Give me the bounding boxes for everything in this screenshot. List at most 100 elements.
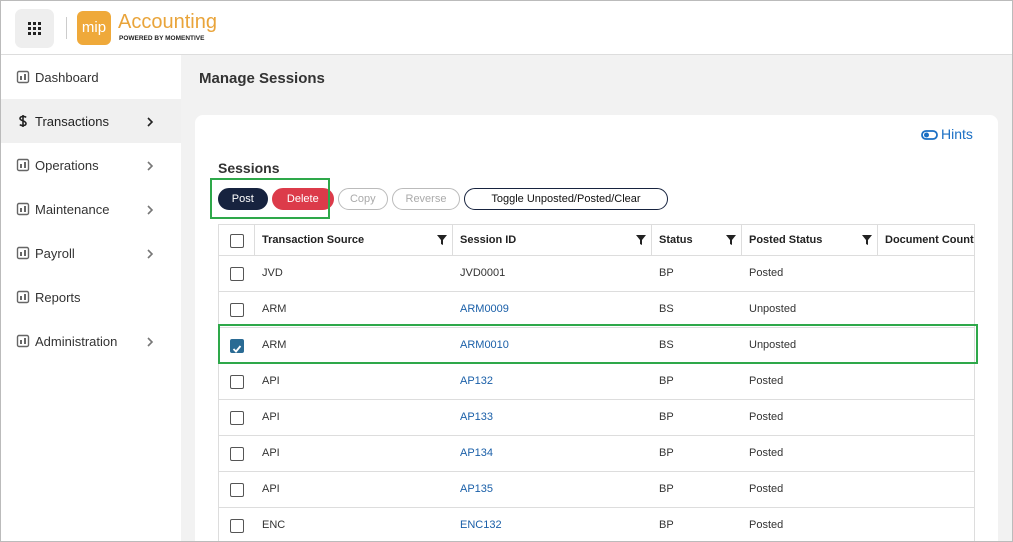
section-title: Sessions xyxy=(218,160,280,176)
session-link[interactable]: AP134 xyxy=(460,447,494,459)
nav-item[interactable]: Operations xyxy=(1,143,181,187)
nav-icon xyxy=(16,158,30,172)
checkbox[interactable] xyxy=(230,234,244,248)
chevron xyxy=(146,115,154,127)
button[interactable]: Toggle Unposted/Posted/Clear xyxy=(464,188,668,210)
checkbox[interactable] xyxy=(230,483,244,497)
page-title: Manage Sessions xyxy=(199,70,325,87)
cell: Unposted xyxy=(749,339,797,351)
cell: Posted xyxy=(749,411,784,423)
cell: BP xyxy=(659,411,674,423)
nav-label: Transactions xyxy=(35,114,109,129)
chevron xyxy=(146,159,154,171)
grid-icon xyxy=(28,22,41,35)
nav-icon-svg xyxy=(19,115,27,127)
table-row: API AP133 BP Posted xyxy=(219,400,974,436)
table-row: ARM ARM0009 BS Unposted xyxy=(219,292,974,328)
cell: Posted xyxy=(749,447,784,459)
table-row: API AP135 BP Posted xyxy=(219,472,974,508)
cell: ENC xyxy=(262,519,286,531)
column-divider xyxy=(452,225,453,255)
column-divider xyxy=(877,225,878,255)
column-divider xyxy=(741,225,742,255)
filter-icon-svg xyxy=(862,235,872,245)
toggle-icon xyxy=(921,130,938,140)
table: Transaction Source Session ID Status Posted… xyxy=(218,224,975,541)
nav-icon-svg xyxy=(16,290,30,304)
cell: ARM xyxy=(262,303,287,315)
highlight-box xyxy=(218,324,978,364)
nav-label: Operations xyxy=(35,158,99,173)
filter-icon xyxy=(862,233,872,245)
chevron xyxy=(146,203,154,215)
cell: BS xyxy=(659,339,674,351)
table-row: API AP132 BP Posted xyxy=(219,364,974,400)
nav-label: Reports xyxy=(35,290,81,305)
table-row: ENC ENC132 BP Posted xyxy=(219,508,974,541)
filter-icon-svg xyxy=(437,235,447,245)
cell: Posted xyxy=(749,267,784,279)
cell: Posted xyxy=(749,519,784,531)
session-link[interactable]: AP135 xyxy=(460,483,494,495)
checkbox[interactable] xyxy=(230,303,244,317)
nav-icon-svg xyxy=(16,202,30,216)
nav-icon xyxy=(16,246,30,260)
session-link[interactable]: ENC132 xyxy=(460,519,502,531)
table-row: API AP134 BP Posted xyxy=(219,436,974,472)
nav-label: Maintenance xyxy=(35,202,110,217)
checkbox[interactable] xyxy=(230,375,244,389)
logo: mip xyxy=(77,11,111,45)
column-header[interactable]: Transaction Source xyxy=(262,234,365,246)
hints-label: Hints xyxy=(941,126,973,142)
nav-icon-svg xyxy=(16,158,30,172)
nav-label: Administration xyxy=(35,334,118,349)
checkbox[interactable] xyxy=(230,339,244,353)
checkbox[interactable] xyxy=(230,447,244,461)
checkbox[interactable] xyxy=(230,411,244,425)
sidebar: Dashboard Transactions Operations Maintenan… xyxy=(1,55,181,541)
cell: Posted xyxy=(749,375,784,387)
session-link[interactable]: ARM0009 xyxy=(460,303,509,315)
column-header[interactable]: Session ID xyxy=(460,234,517,246)
column-header[interactable]: Posted Status xyxy=(749,234,823,246)
chevron-svg xyxy=(147,161,154,171)
cell: Posted xyxy=(749,483,784,495)
tagline: POWERED BY MOMENTIVE xyxy=(119,35,205,42)
nav-item[interactable]: Dashboard xyxy=(1,55,181,99)
chevron-svg xyxy=(147,205,154,215)
header: mip Accounting POWERED BY MOMENTIVE xyxy=(1,1,1012,55)
button[interactable]: Delete xyxy=(271,188,334,210)
nav-item[interactable]: Transactions xyxy=(1,99,181,143)
checkbox[interactable] xyxy=(230,267,244,281)
session-link[interactable]: AP132 xyxy=(460,375,494,387)
checkmark xyxy=(232,341,242,353)
checkbox[interactable] xyxy=(230,519,244,533)
nav-icon xyxy=(16,202,30,216)
product-name: Accounting xyxy=(118,11,217,33)
nav-item[interactable]: Reports xyxy=(1,275,181,319)
chevron-svg xyxy=(147,117,154,127)
nav-icon-svg xyxy=(16,334,30,348)
divider xyxy=(66,17,67,39)
app-menu-button[interactable] xyxy=(15,9,54,48)
filter-icon-svg xyxy=(726,235,736,245)
nav-item[interactable]: Payroll xyxy=(1,231,181,275)
filter-icon xyxy=(437,233,447,245)
nav-item[interactable]: Maintenance xyxy=(1,187,181,231)
column-header[interactable]: Document Count xyxy=(885,234,974,246)
main: Manage Sessions Hints Sessions Post Delet… xyxy=(181,55,1012,541)
filter-icon xyxy=(636,233,646,245)
column-header[interactable]: Status xyxy=(659,234,693,246)
cell: ARM xyxy=(262,339,287,351)
button[interactable]: Post xyxy=(218,188,268,210)
nav-item[interactable]: Administration xyxy=(1,319,181,363)
nav-icon xyxy=(16,114,30,128)
session-link[interactable]: ARM0010 xyxy=(460,339,509,351)
nav-icon xyxy=(16,70,30,84)
column-divider xyxy=(651,225,652,255)
nav-label: Payroll xyxy=(35,246,75,261)
checkmark-svg xyxy=(232,345,242,353)
session-link[interactable]: AP133 xyxy=(460,411,494,423)
